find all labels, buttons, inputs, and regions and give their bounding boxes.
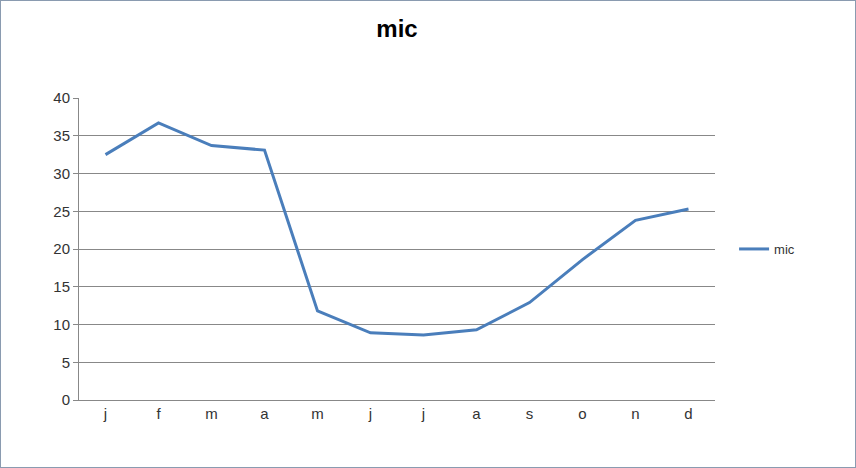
svg-text:20: 20 — [53, 240, 70, 257]
svg-text:40: 40 — [53, 89, 70, 106]
svg-text:j: j — [368, 405, 372, 422]
svg-text:m: m — [205, 405, 218, 422]
svg-text:j: j — [103, 405, 107, 422]
svg-text:0: 0 — [62, 391, 70, 408]
svg-text:15: 15 — [53, 278, 70, 295]
svg-text:a: a — [472, 405, 481, 422]
svg-text:35: 35 — [53, 127, 70, 144]
svg-text:25: 25 — [53, 203, 70, 220]
svg-text:10: 10 — [53, 316, 70, 333]
svg-text:s: s — [526, 405, 534, 422]
svg-text:j: j — [421, 405, 425, 422]
svg-text:mic: mic — [774, 242, 795, 257]
svg-text:5: 5 — [62, 354, 70, 371]
svg-text:a: a — [260, 405, 269, 422]
svg-text:mic: mic — [376, 15, 417, 42]
svg-text:n: n — [631, 405, 639, 422]
svg-text:m: m — [311, 405, 324, 422]
svg-text:f: f — [156, 405, 161, 422]
svg-text:d: d — [684, 405, 692, 422]
svg-text:o: o — [578, 405, 586, 422]
svg-text:30: 30 — [53, 165, 70, 182]
